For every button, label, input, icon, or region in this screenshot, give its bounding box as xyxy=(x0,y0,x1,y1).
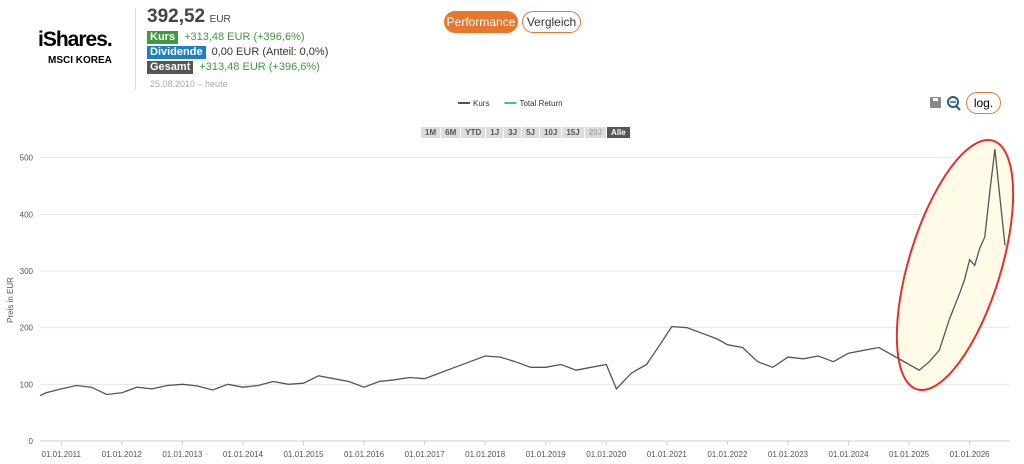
x-tick-label: 01.01.2021 xyxy=(647,450,688,459)
change-row: Kurs +313,48 EUR (+396,6%) xyxy=(147,30,328,45)
change-row: Gesamt +313,48 EUR (+396,6%) xyxy=(147,60,328,75)
x-tick-label: 01.01.2023 xyxy=(768,450,809,459)
x-tick-label: 01.01.2019 xyxy=(526,450,567,459)
save-icon-detail xyxy=(933,98,938,101)
x-tick-label: 01.01.2024 xyxy=(828,450,869,459)
badge: Dividende xyxy=(147,46,206,59)
price: 392,52 xyxy=(147,6,206,27)
zoom-icon[interactable] xyxy=(947,96,959,108)
change-row: Dividende 0,00 EUR (Anteil: 0,0%) xyxy=(147,45,328,60)
lines xyxy=(39,149,1006,397)
x-tick-label: 01.01.2020 xyxy=(586,450,627,459)
range-button[interactable]: 1J xyxy=(486,127,504,138)
y-tick-label: 100 xyxy=(20,380,34,389)
x-tick-label: 01.01.2016 xyxy=(344,450,385,459)
y-tick-label: 0 xyxy=(29,437,34,446)
range-button[interactable]: YTD xyxy=(461,127,486,138)
x-tick-label: 01.01.2011 xyxy=(42,450,82,459)
save-icon[interactable] xyxy=(930,97,941,108)
range-button[interactable]: 10J xyxy=(539,127,562,138)
currency: EUR xyxy=(209,14,231,25)
price-block: 392,52 EUR xyxy=(147,6,231,28)
range-button[interactable]: 1M xyxy=(421,127,441,138)
x-tick-label: 01.01.2014 xyxy=(223,450,264,459)
tab-vergleich[interactable]: Vergleich xyxy=(522,11,581,33)
x-tick-label: 01.01.2015 xyxy=(283,450,324,459)
divider xyxy=(135,8,136,90)
badge: Gesamt xyxy=(147,61,194,74)
x-tick-label: 01.01.2026 xyxy=(950,450,991,459)
y-tick-label: 500 xyxy=(20,154,34,163)
y-tick-label: 200 xyxy=(20,324,34,333)
zoom-handle xyxy=(955,105,961,111)
x-tick-label: 01.01.2012 xyxy=(102,450,143,459)
legend-label[interactable]: Kurs xyxy=(473,99,489,108)
range-button[interactable]: 20J xyxy=(584,127,607,138)
y-tick-label: 300 xyxy=(20,267,34,276)
x-tick-label: 01.01.2022 xyxy=(707,450,748,459)
tab-performance[interactable]: Performance xyxy=(444,11,518,33)
x-tick-label: 01.01.2017 xyxy=(405,450,446,459)
price-line xyxy=(39,149,1006,397)
period: 25.08.2010 – heute xyxy=(150,79,228,89)
range-buttons: 1M 6M YTD 1J 3J 5J 10J 15J 20J Alle xyxy=(421,122,631,140)
change-rows: Kurs +313,48 EUR (+396,6%) Dividende 0,00 E… xyxy=(147,30,328,75)
badge: Kurs xyxy=(147,31,179,44)
range-button[interactable]: Alle xyxy=(607,127,630,138)
toolbar-icons xyxy=(930,96,961,111)
x-tick-label: 01.01.2025 xyxy=(889,450,930,459)
range-button[interactable]: 5J xyxy=(522,127,539,138)
log-button[interactable]: log. xyxy=(966,92,1001,114)
range-button[interactable]: 6M xyxy=(441,127,461,138)
change-text: +313,48 EUR (+396,6%) xyxy=(184,31,305,43)
x-tick-label: 01.01.2013 xyxy=(162,450,203,459)
y-axis-label: Preis in EUR xyxy=(6,277,15,323)
fund-name: MSCI KOREA xyxy=(48,55,112,66)
change-text: 0,00 EUR (Anteil: 0,0%) xyxy=(211,46,329,58)
range-button[interactable]: 15J xyxy=(562,127,584,138)
y-tick-label: 400 xyxy=(20,210,34,219)
legend-label[interactable]: Total Return xyxy=(519,99,562,108)
highlight-ellipse xyxy=(895,138,1015,392)
logo: iShares. xyxy=(38,28,113,51)
grid xyxy=(40,157,1010,445)
change-text: +313,48 EUR (+396,6%) xyxy=(199,61,320,73)
range-button[interactable]: 3J xyxy=(504,127,522,138)
x-tick-label: 01.01.2018 xyxy=(465,450,506,459)
